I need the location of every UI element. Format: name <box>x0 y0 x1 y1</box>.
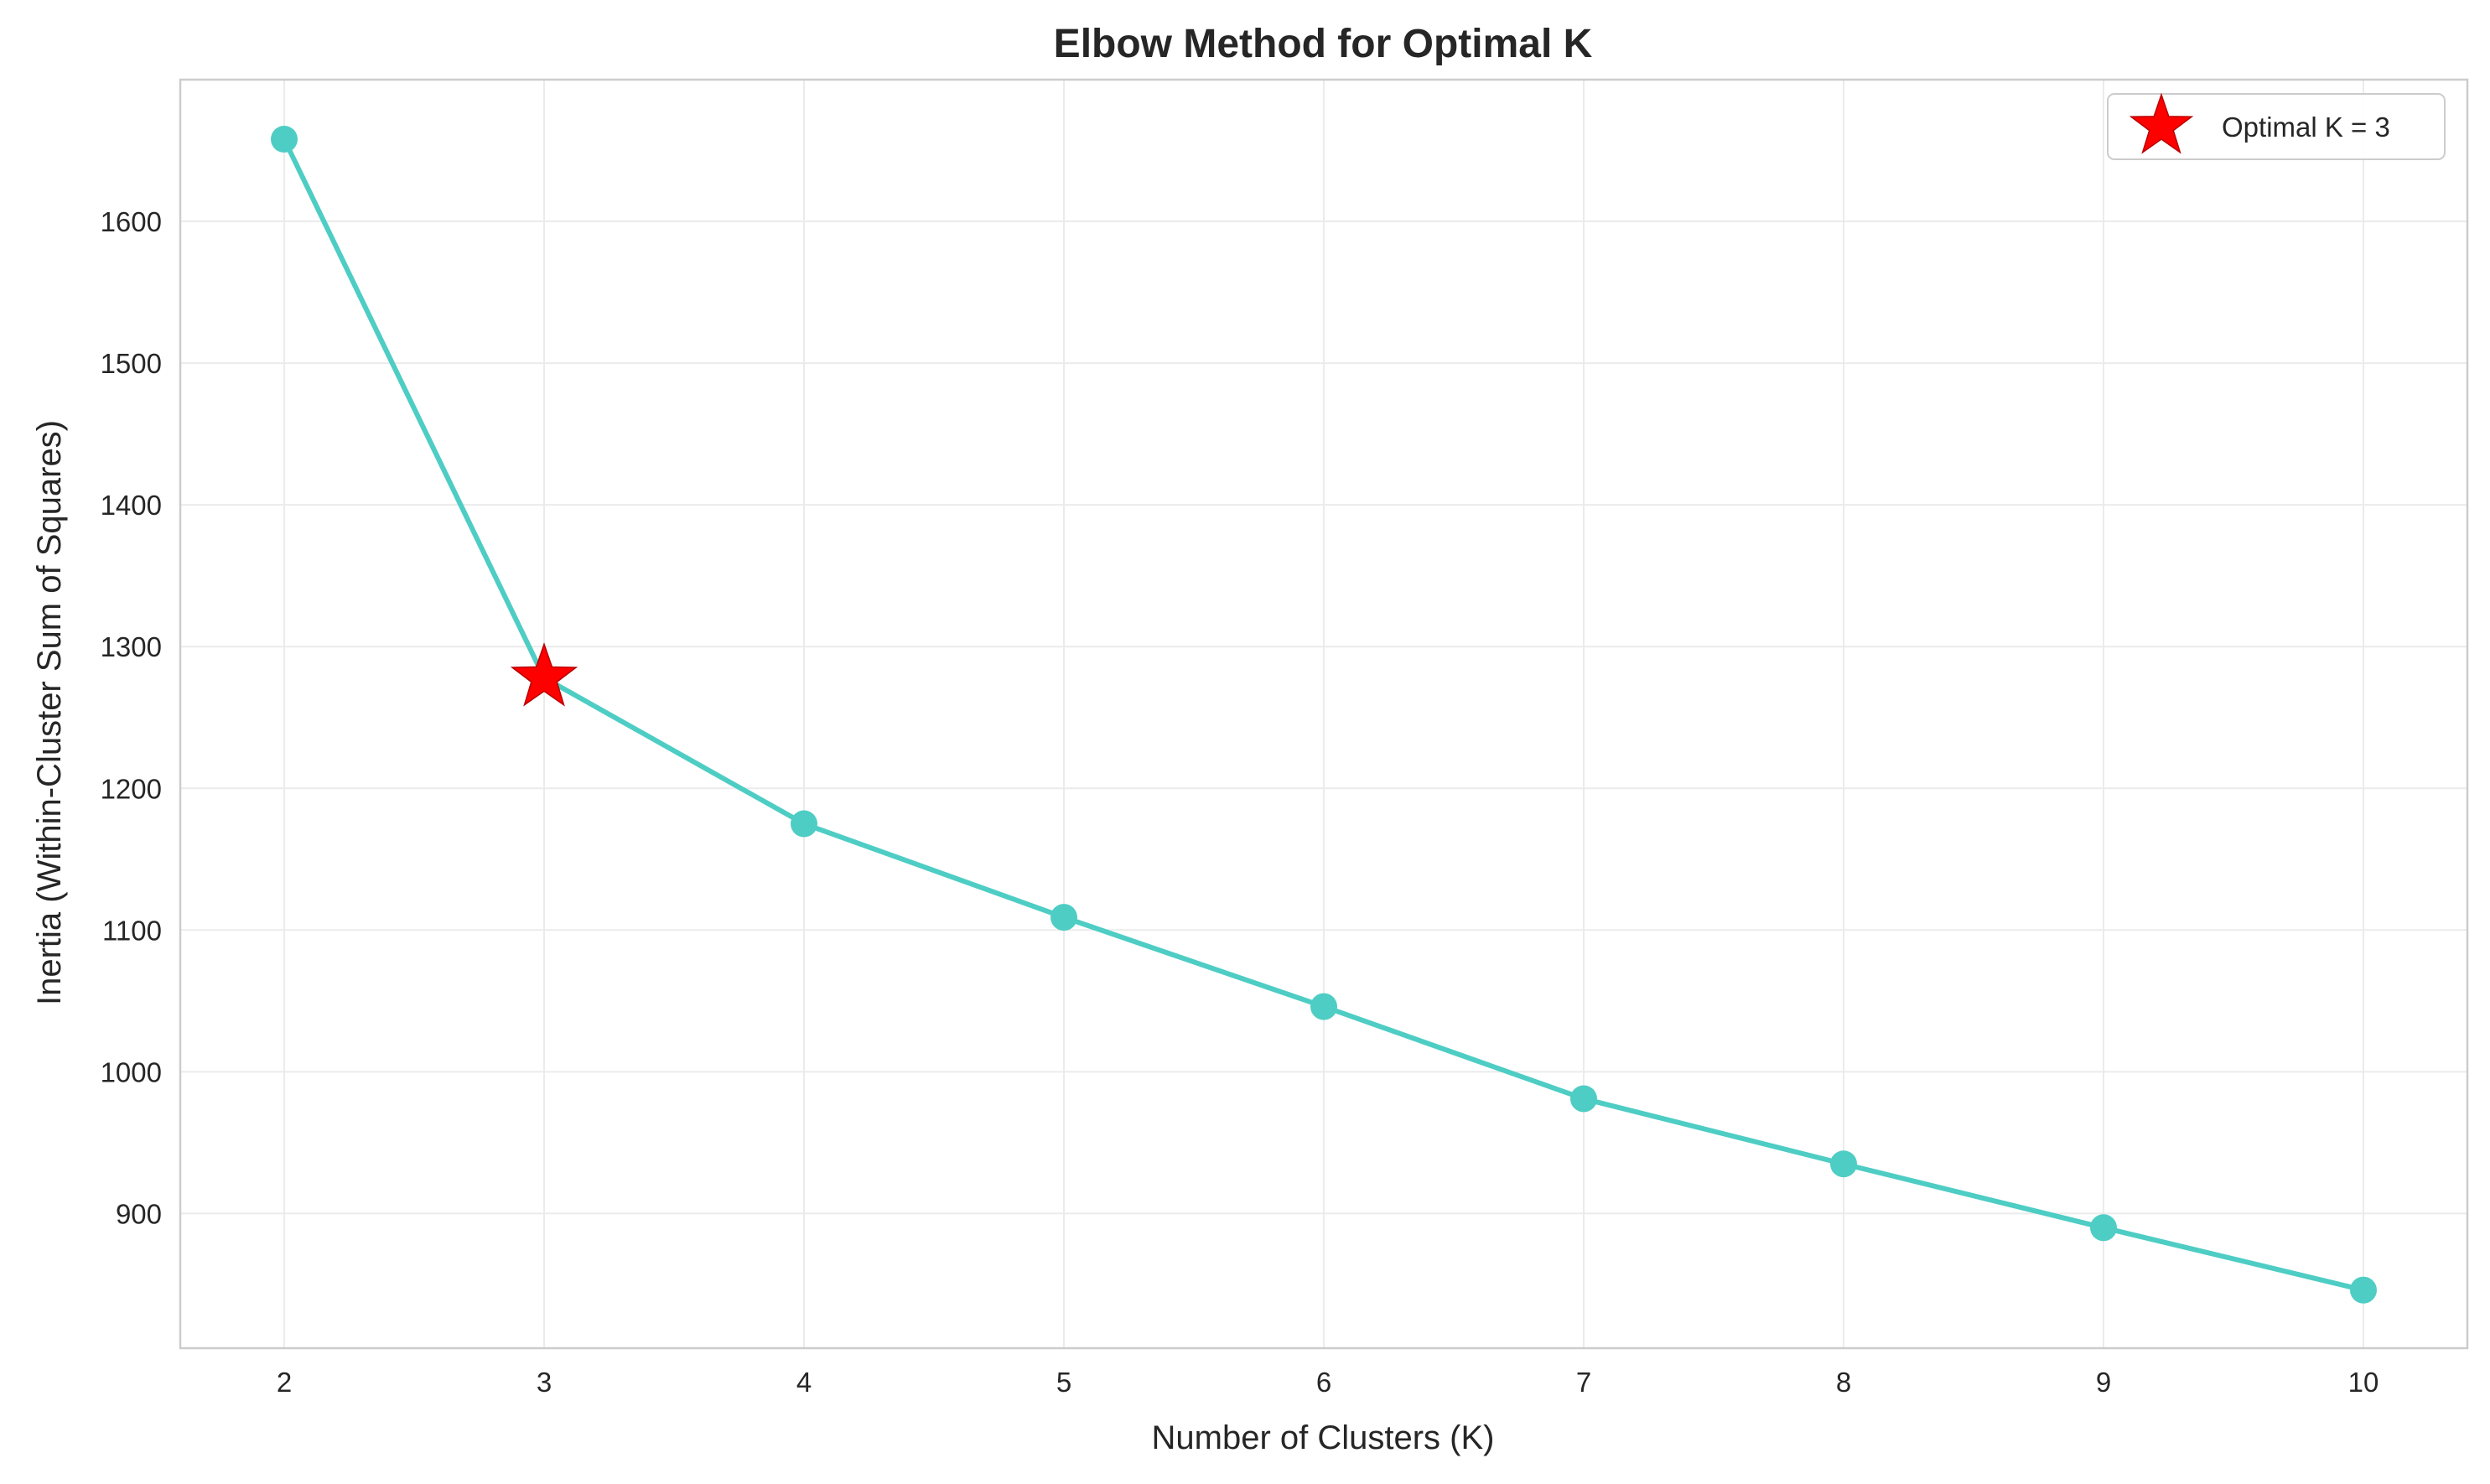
y-tick-label: 1000 <box>101 1056 162 1087</box>
x-tick-label: 5 <box>1056 1367 1071 1398</box>
x-tick-label: 2 <box>277 1367 292 1398</box>
plot-frame <box>179 78 2469 1350</box>
data-point <box>1830 1150 1857 1178</box>
data-point <box>271 126 298 153</box>
data-point <box>1050 904 1077 931</box>
optimal-k-star-marker <box>510 642 578 707</box>
highlight-layer <box>510 642 578 707</box>
y-tick-label: 1400 <box>101 490 162 521</box>
legend-star-icon <box>2129 92 2194 154</box>
data-point <box>2350 1276 2377 1304</box>
y-axis-label: Inertia (Within-Cluster Sum of Squares) <box>31 420 68 1005</box>
legend: Optimal K = 3 <box>2107 92 2446 160</box>
y-tick-label: 1300 <box>101 631 162 662</box>
legend-box <box>2107 93 2446 160</box>
series-layer <box>271 126 2377 1304</box>
y-tick-labels: 900 1000 1100 1200 1300 1400 1500 1600 <box>101 206 162 1229</box>
x-tick-label: 8 <box>1836 1367 1851 1398</box>
x-axis-label: Number of Clusters (K) <box>1152 1419 1495 1456</box>
y-tick-label: 1100 <box>102 915 162 946</box>
y-tick-label: 900 <box>116 1198 162 1229</box>
x-tick-label: 9 <box>2096 1367 2111 1398</box>
x-tick-label: 6 <box>1316 1367 1331 1398</box>
data-point <box>1570 1085 1597 1113</box>
y-tick-label: 1500 <box>101 348 162 379</box>
data-point <box>791 810 817 838</box>
y-tick-label: 1600 <box>101 206 162 237</box>
x-tick-label: 10 <box>2348 1367 2379 1398</box>
data-point <box>2090 1214 2117 1242</box>
x-tick-label: 4 <box>796 1367 812 1398</box>
y-tick-label: 1200 <box>101 773 162 804</box>
data-point <box>1310 993 1337 1020</box>
x-tick-label: 7 <box>1576 1367 1591 1398</box>
x-tick-label: 3 <box>537 1367 552 1398</box>
x-tick-labels: 2 3 4 5 6 7 8 9 10 <box>277 1367 2379 1398</box>
chart-title: Elbow Method for Optimal K <box>1054 22 1593 66</box>
legend-label: Optimal K = 3 <box>2222 112 2390 143</box>
legend-star-shape <box>2129 92 2194 154</box>
grid-lines <box>180 80 2467 1348</box>
